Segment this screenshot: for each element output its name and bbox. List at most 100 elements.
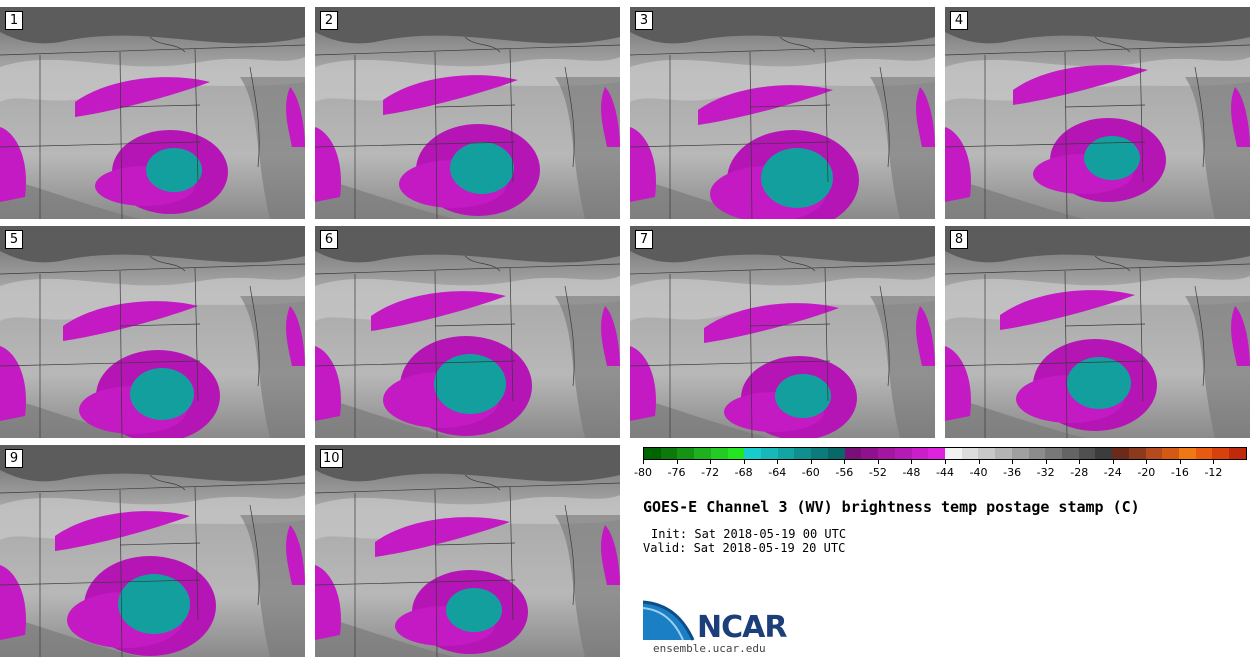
colorbar-tick-label: -52 bbox=[868, 466, 887, 479]
colorbar-swatch bbox=[777, 448, 795, 459]
valid-time: Valid: Sat 2018-05-19 20 UTC bbox=[643, 541, 846, 555]
colorbar-tick bbox=[877, 460, 879, 464]
colorbar-tick-label: -48 bbox=[902, 466, 921, 479]
panel-number: 4 bbox=[950, 11, 968, 30]
colorbar-tick bbox=[844, 460, 846, 464]
colorbar-tick-label: -64 bbox=[768, 466, 787, 479]
postage-stamp-panel: 4 bbox=[945, 7, 1250, 219]
postage-stamp-panel: 1 bbox=[0, 7, 305, 219]
colorbar-swatch bbox=[1028, 448, 1046, 459]
colorbar-tick-label: -24 bbox=[1103, 466, 1122, 479]
postage-stamp-panel: 8 bbox=[945, 226, 1250, 438]
colorbar-tick-label: -28 bbox=[1070, 466, 1089, 479]
colorbar-tick bbox=[945, 460, 946, 464]
colorbar-swatch bbox=[1212, 448, 1230, 459]
colorbar-tick-label: -72 bbox=[701, 466, 720, 479]
colorbar-tick bbox=[676, 460, 678, 464]
colorbar-swatch bbox=[928, 448, 945, 459]
colorbar-swatch bbox=[1229, 448, 1246, 459]
colorbar-swatch bbox=[1095, 448, 1113, 459]
colorbar-swatch bbox=[911, 448, 929, 459]
colorbar-tick-label: -80 bbox=[634, 466, 652, 479]
colorbar-tick-label: -60 bbox=[801, 466, 820, 479]
colorbar-swatch bbox=[644, 448, 661, 459]
colorbar-tick-label: -40 bbox=[969, 466, 988, 479]
colorbar-tick-label: -68 bbox=[734, 466, 753, 479]
colorbar-swatch bbox=[844, 448, 862, 459]
colorbar-tick-label: -56 bbox=[835, 466, 854, 479]
colorbar-swatch bbox=[878, 448, 895, 459]
ncar-logo-icon bbox=[643, 600, 695, 641]
panel-number: 3 bbox=[635, 11, 653, 30]
postage-stamp-panel: 6 bbox=[315, 226, 620, 438]
panel-number: 5 bbox=[5, 230, 23, 249]
colorbar-swatch bbox=[677, 448, 695, 459]
colorbar-swatch bbox=[761, 448, 778, 459]
panel-number: 2 bbox=[320, 11, 338, 30]
colorbar-swatch bbox=[978, 448, 996, 459]
figure-title: GOES-E Channel 3 (WV) brightness temp po… bbox=[643, 498, 1140, 516]
colorbar-swatch bbox=[1195, 448, 1213, 459]
colorbar-tick bbox=[1146, 460, 1148, 464]
colorbar-tick-label: -36 bbox=[1003, 466, 1022, 479]
colorbar-tick-label: -12 bbox=[1204, 466, 1223, 479]
colorbar-swatch bbox=[894, 448, 912, 459]
colorbar-swatch bbox=[694, 448, 711, 459]
colorbar-tick-label: -76 bbox=[667, 466, 686, 479]
panel-number: 7 bbox=[635, 230, 653, 249]
ncar-logo-text: NCAR bbox=[697, 610, 787, 645]
colorbar-tick bbox=[1213, 460, 1215, 464]
colorbar-tick bbox=[1045, 460, 1047, 464]
postage-stamp-panel: 3 bbox=[630, 7, 935, 219]
colorbar-ticks: -80 -76 -72 -68 -64 -60 -56 -52 -48 -44 -40 -36 -32 -… bbox=[634, 460, 1247, 482]
colorbar-swatch bbox=[710, 448, 728, 459]
colorbar-tick-label: -16 bbox=[1170, 466, 1189, 479]
colorbar bbox=[643, 447, 1247, 460]
colorbar-swatch bbox=[1112, 448, 1129, 459]
colorbar-tick bbox=[1079, 460, 1081, 464]
colorbar-swatch bbox=[995, 448, 1012, 459]
colorbar-tick bbox=[1012, 460, 1014, 464]
colorbar-swatch bbox=[1145, 448, 1163, 459]
colorbar-swatch bbox=[1061, 448, 1079, 459]
colorbar-swatch bbox=[1011, 448, 1029, 459]
colorbar-tick bbox=[978, 460, 980, 464]
colorbar-tick bbox=[710, 460, 712, 464]
postage-stamp-panel: 2 bbox=[315, 7, 620, 219]
colorbar-tick bbox=[911, 460, 913, 464]
colorbar-swatch bbox=[1179, 448, 1196, 459]
panel-number: 1 bbox=[5, 11, 23, 30]
colorbar-tick bbox=[777, 460, 779, 464]
colorbar-swatch bbox=[961, 448, 979, 459]
colorbar-tick bbox=[810, 460, 812, 464]
colorbar-tick-label: -44 bbox=[936, 466, 954, 479]
postage-stamp-panel: 9 bbox=[0, 445, 305, 657]
postage-stamp-panel: 7 bbox=[630, 226, 935, 438]
colorbar-swatch bbox=[1078, 448, 1096, 459]
colorbar-swatch bbox=[727, 448, 745, 459]
colorbar-swatch bbox=[744, 448, 762, 459]
colorbar-tick-label: -20 bbox=[1137, 466, 1156, 479]
colorbar-swatch bbox=[1128, 448, 1146, 459]
init-time: Init: Sat 2018-05-19 00 UTC bbox=[651, 527, 847, 541]
panel-number: 6 bbox=[320, 230, 338, 249]
colorbar-tick bbox=[743, 460, 745, 464]
colorbar-swatch bbox=[811, 448, 828, 459]
colorbar-swatch bbox=[1162, 448, 1179, 459]
colorbar-tick bbox=[643, 460, 644, 464]
colorbar-swatch bbox=[660, 448, 678, 459]
colorbar-swatch bbox=[827, 448, 845, 459]
panel-number: 10 bbox=[320, 449, 343, 468]
postage-stamp-panel: 5 bbox=[0, 226, 305, 438]
colorbar-swatch bbox=[944, 448, 962, 459]
colorbar-tick bbox=[1179, 460, 1181, 464]
panel-number: 8 bbox=[950, 230, 968, 249]
colorbar-swatch bbox=[794, 448, 812, 459]
colorbar-swatch bbox=[1045, 448, 1062, 459]
colorbar-tick bbox=[1112, 460, 1114, 464]
colorbar-swatch bbox=[861, 448, 879, 459]
colorbar-tick-label: -32 bbox=[1036, 466, 1055, 479]
logo-url: ensemble.ucar.edu bbox=[653, 642, 766, 655]
panel-number: 9 bbox=[5, 449, 23, 468]
postage-stamp-panel: 10 bbox=[315, 445, 620, 657]
